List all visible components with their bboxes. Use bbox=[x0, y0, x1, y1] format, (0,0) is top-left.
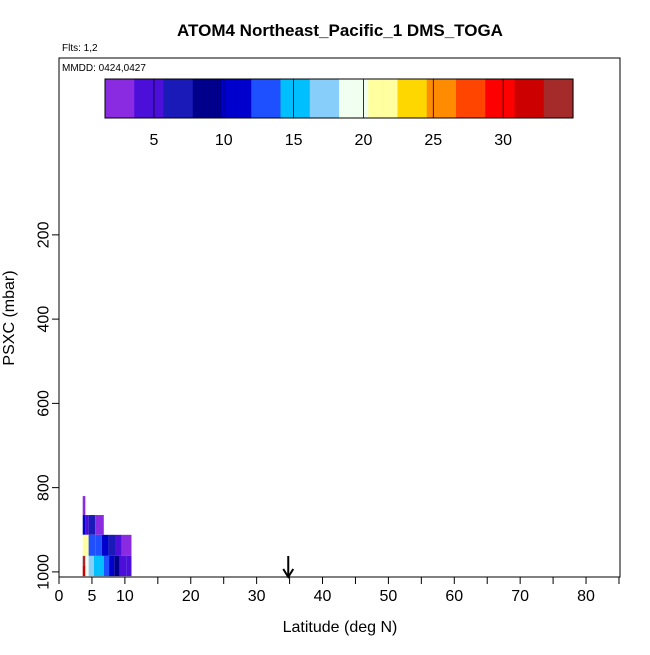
chart-title: ATOM4 Northeast_Pacific_1 DMS_TOGA bbox=[177, 21, 503, 40]
x-tick-label: 30 bbox=[248, 588, 266, 605]
x-tick-label: 70 bbox=[511, 588, 529, 605]
x-tick-label: 40 bbox=[314, 588, 332, 605]
colorbar-tick-label: 25 bbox=[424, 132, 442, 149]
y-axis-label: PSXC (mbar) bbox=[1, 270, 18, 365]
data-cell bbox=[109, 555, 115, 577]
arrow-head bbox=[282, 568, 295, 579]
x-axis-label: Latitude (deg N) bbox=[283, 619, 398, 636]
data-cell bbox=[95, 515, 104, 535]
x-tick-label: 0 bbox=[55, 588, 64, 605]
data-cell bbox=[121, 534, 132, 556]
colorbar-segment bbox=[251, 79, 282, 118]
data-cell bbox=[82, 534, 89, 556]
colorbar-tick-label: 30 bbox=[494, 132, 512, 149]
y-tick-label: 1000 bbox=[36, 554, 53, 590]
colorbar-segment bbox=[456, 79, 486, 118]
y-tick-label: 600 bbox=[36, 390, 53, 417]
data-cell bbox=[114, 534, 122, 556]
data-cell bbox=[103, 555, 110, 577]
colorbar-segment bbox=[192, 79, 223, 118]
colorbar-segment bbox=[485, 79, 516, 118]
colorbar-segment bbox=[543, 79, 574, 118]
data-cell bbox=[82, 496, 86, 516]
latitude-arrow bbox=[282, 556, 295, 579]
colorbar-segment bbox=[134, 79, 165, 118]
colorbar-segment bbox=[105, 79, 135, 118]
colorbar-segment bbox=[222, 79, 252, 118]
x-tick-label: 60 bbox=[445, 588, 463, 605]
flights-label: Flts: 1,2 bbox=[62, 43, 98, 54]
colorbar: 5 10 15 20 25 30 bbox=[104, 78, 574, 149]
y-tick-label: 200 bbox=[36, 221, 53, 248]
data-cell bbox=[85, 515, 89, 535]
colorbar-segment bbox=[339, 79, 369, 118]
plot-frame bbox=[58, 57, 621, 578]
data-cell bbox=[82, 555, 86, 566]
y-tick-label: 400 bbox=[36, 306, 53, 333]
x-axis: 0 5 10 20 30 40 50 60 70 80 bbox=[55, 577, 620, 605]
data-cell bbox=[88, 555, 94, 577]
data-cells bbox=[82, 496, 132, 577]
data-cell bbox=[114, 555, 120, 577]
x-tick-label: 80 bbox=[577, 588, 595, 605]
dates-label: MMDD: 0424,0427 bbox=[62, 63, 146, 74]
data-cell bbox=[82, 565, 86, 577]
colorbar-segment bbox=[280, 79, 311, 118]
colorbar-segment bbox=[163, 79, 194, 118]
data-cell bbox=[85, 555, 89, 577]
x-tick-label: 10 bbox=[116, 588, 134, 605]
data-cell bbox=[108, 534, 115, 556]
colorbar-tick-label: 15 bbox=[285, 132, 303, 149]
data-cell bbox=[98, 555, 104, 577]
y-axis: 200 400 600 800 1000 bbox=[36, 221, 59, 590]
colorbar-segment bbox=[368, 79, 399, 118]
colorbar-tick-label: 20 bbox=[355, 132, 373, 149]
data-cell bbox=[93, 555, 99, 577]
x-tick-label: 50 bbox=[380, 588, 398, 605]
colorbar-segment bbox=[514, 79, 545, 118]
colorbar-segment bbox=[397, 79, 428, 118]
data-cell bbox=[88, 534, 96, 556]
x-tick-label: 5 bbox=[87, 588, 96, 605]
x-tick-label: 20 bbox=[182, 588, 200, 605]
data-cell bbox=[101, 534, 109, 556]
colorbar-frame bbox=[104, 78, 574, 119]
colorbar-segment bbox=[426, 79, 457, 118]
data-cell bbox=[95, 534, 102, 556]
data-cell bbox=[119, 555, 127, 577]
colorbar-tick-label: 5 bbox=[149, 132, 158, 149]
data-cell bbox=[88, 515, 96, 535]
data-cell bbox=[82, 515, 86, 535]
colorbar-segment bbox=[309, 79, 340, 118]
y-tick-label: 800 bbox=[36, 474, 53, 501]
data-cell bbox=[126, 555, 132, 577]
colorbar-tick-label: 10 bbox=[215, 132, 233, 149]
